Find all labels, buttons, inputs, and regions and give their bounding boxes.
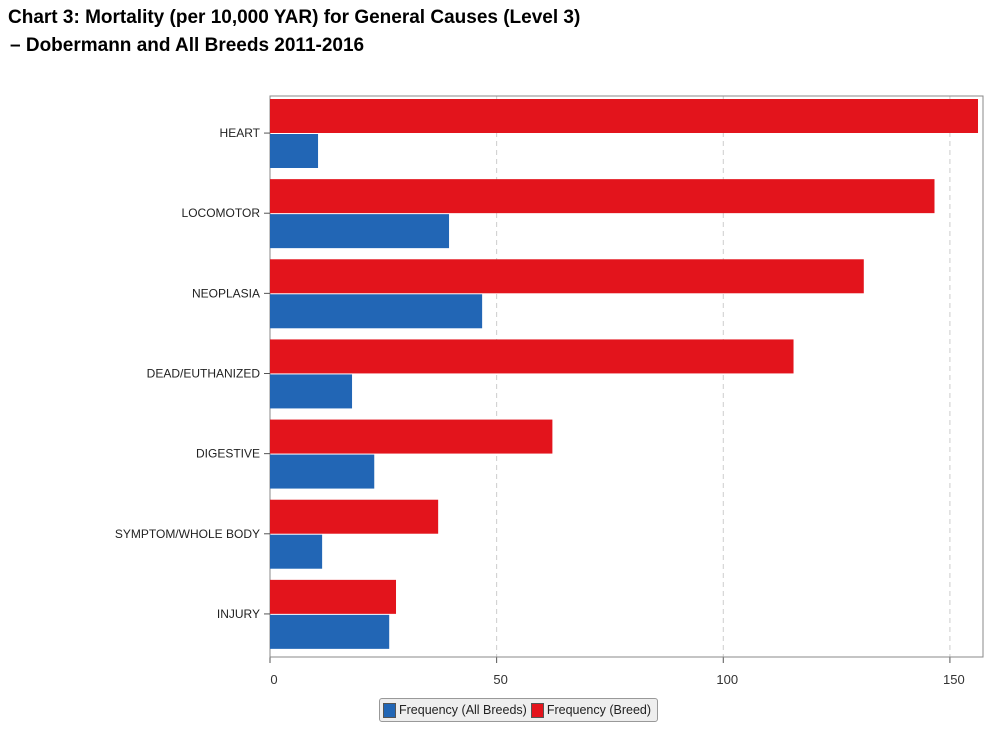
legend-label-breed: Frequency (Breed) [546,703,652,717]
chart-title-line2: – Dobermann and All Breeds 2011-2016 [10,35,365,56]
x-tick-label: 0 [270,672,277,687]
y-tick-label: DIGESTIVE [196,447,260,461]
bar-all-breeds [270,134,319,168]
bar-breed [270,579,397,614]
y-tick-label: HEART [220,126,261,140]
legend-item-all-breeds: Frequency (All Breeds) [383,702,527,718]
x-tick-label: 50 [493,672,507,687]
legend: Frequency (All Breeds) Frequency (Breed) [379,698,659,722]
x-tick-label: 100 [716,672,738,687]
legend-swatch-breed [530,702,544,718]
legend-label-all-breeds: Frequency (All Breeds) [399,703,527,717]
bar-all-breeds [270,374,353,409]
bar-all-breeds [270,294,483,329]
chart-title-line1: Chart 3: Mortality (per 10,000 YAR) for … [8,7,581,28]
bar-all-breeds [270,454,375,489]
bar-all-breeds [270,214,450,249]
bar-breed [270,419,553,454]
y-tick-label: DEAD/EUTHANIZED [147,367,261,381]
y-tick-label: NEOPLASIA [192,286,260,300]
bar-breed [270,259,864,294]
bar-all-breeds [270,614,390,649]
y-tick-label: INJURY [217,607,260,621]
bar-breed [270,339,794,374]
bar-all-breeds [270,534,323,569]
bar-breed [270,99,979,133]
y-tick-label: LOCOMOTOR [182,206,261,220]
legend-item-breed: Frequency (Breed) [530,702,652,718]
bar-breed [270,499,439,534]
legend-swatch-all-breeds [383,702,396,718]
bar-breed [270,179,935,214]
y-tick-label: SYMPTOM/WHOLE BODY [115,527,260,541]
chart-title: Chart 3: Mortality (per 10,000 YAR) for … [8,4,580,60]
x-tick-label: 150 [943,672,965,687]
